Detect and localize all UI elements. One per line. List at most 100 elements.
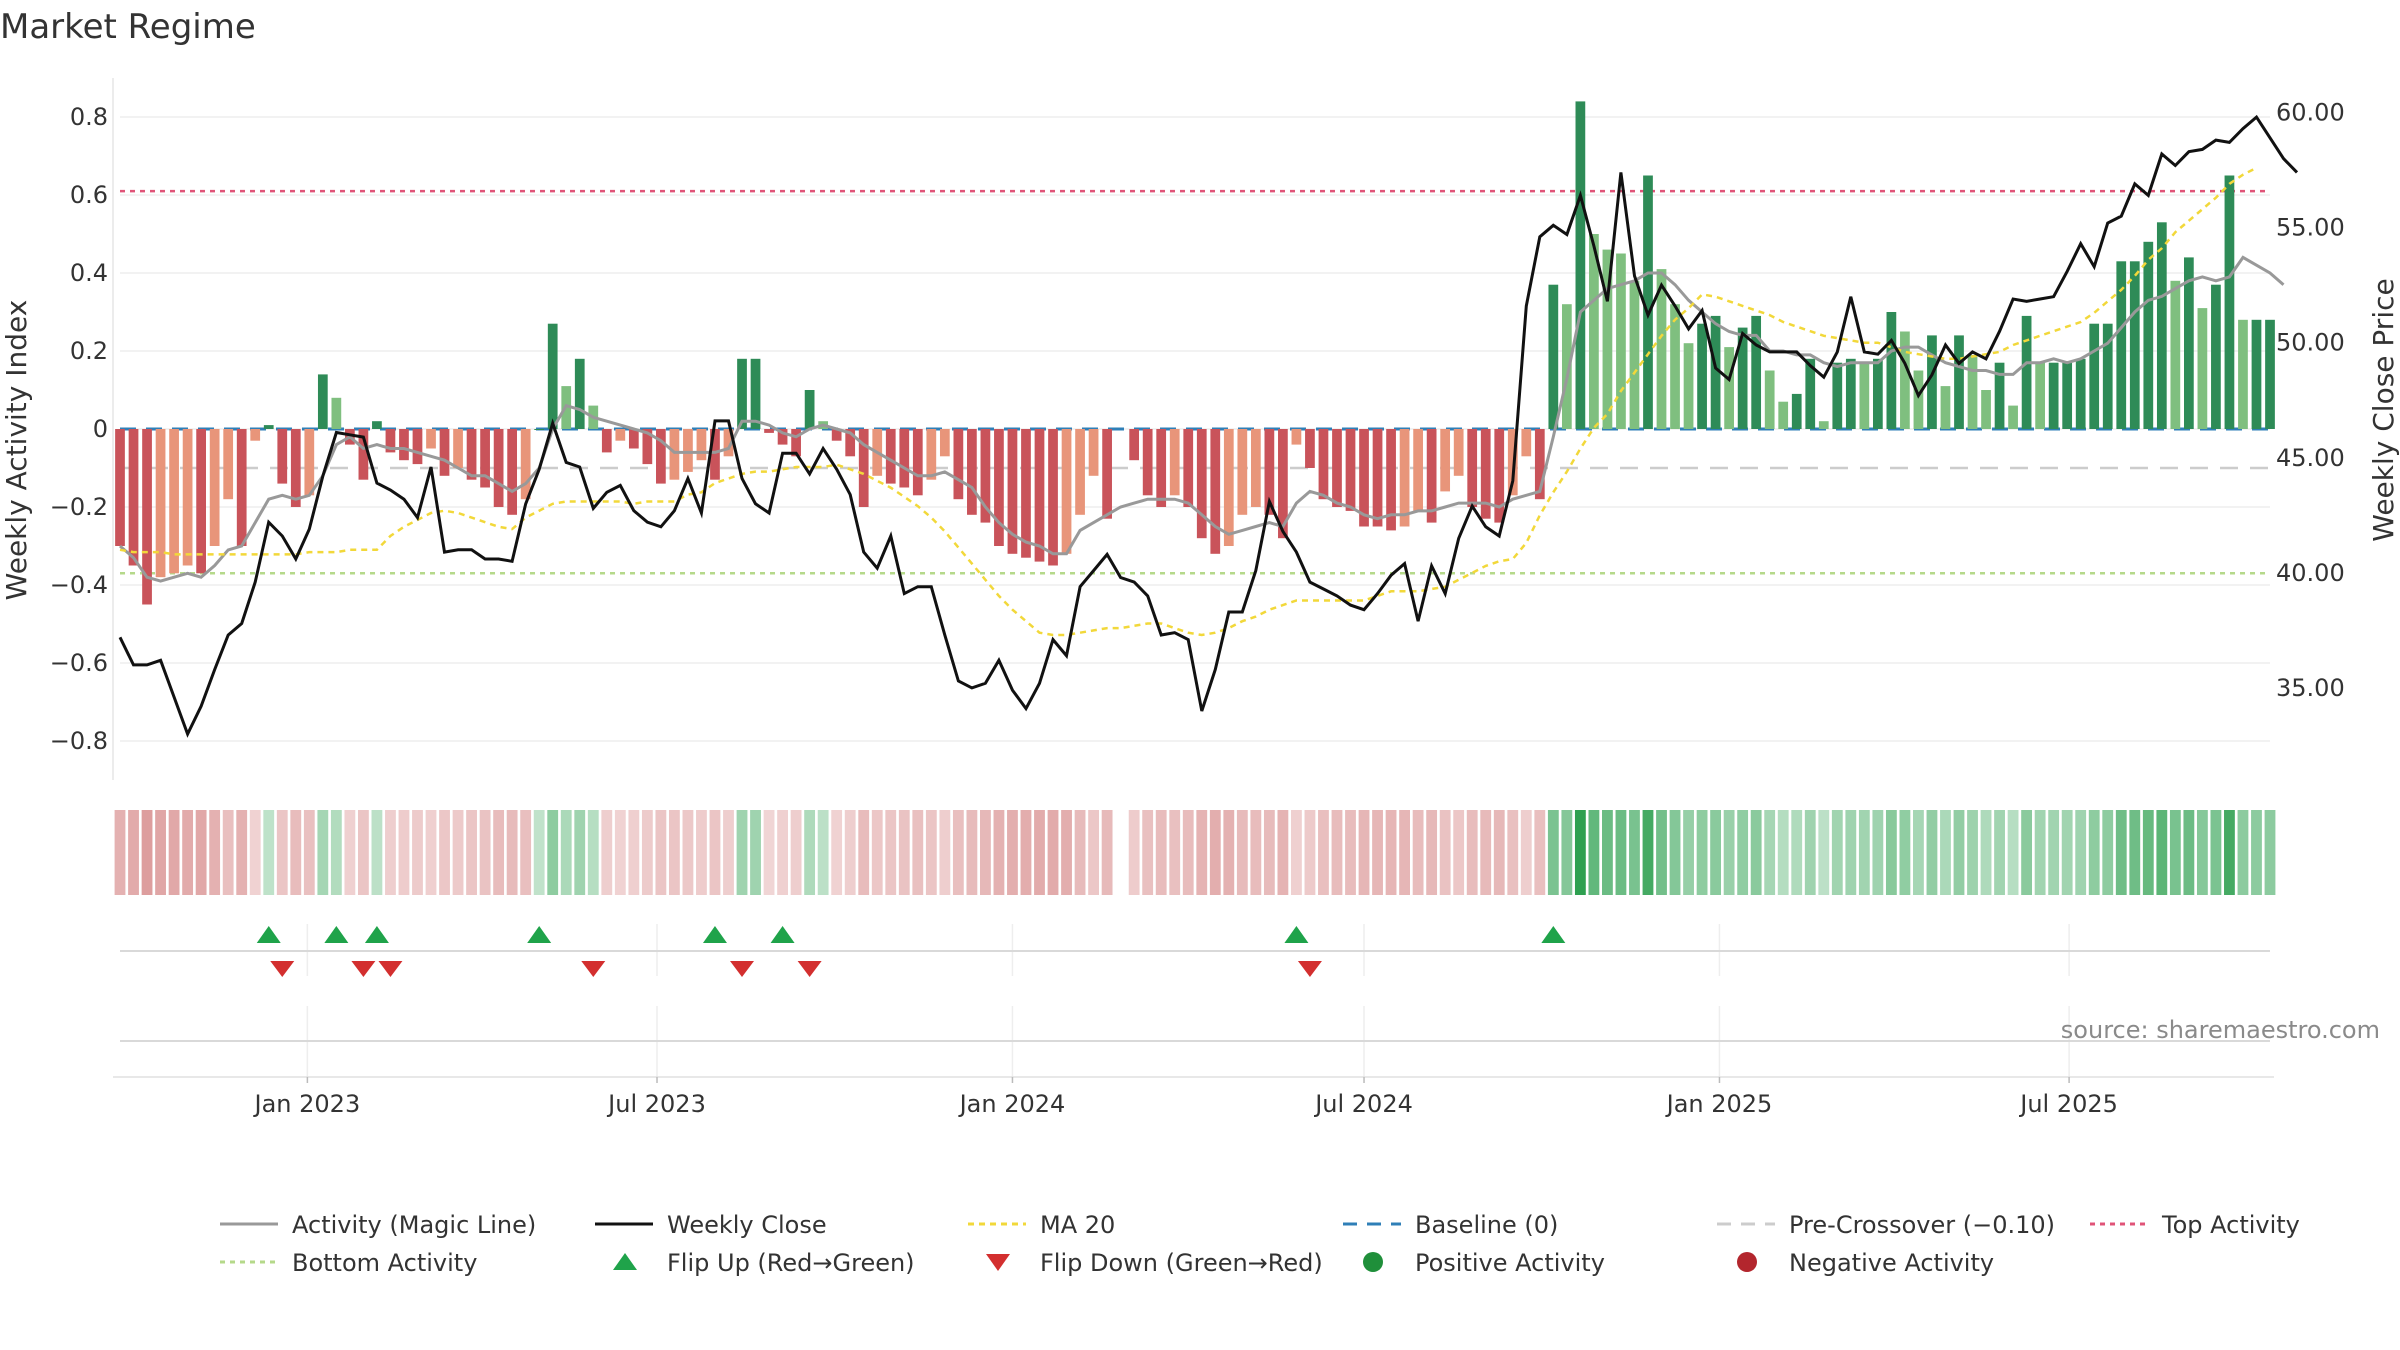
activity-bar — [2197, 308, 2208, 429]
regime-heat-cell — [1196, 810, 1208, 895]
activity-bar — [1129, 429, 1140, 461]
flip-up-marker — [1284, 926, 1309, 943]
regime-heat-cell — [1696, 810, 1708, 895]
activity-bar — [642, 429, 653, 465]
regime-heat-cell — [1858, 810, 1870, 895]
regime-heat-cell — [1263, 810, 1275, 895]
legend-item: Bottom Activity — [220, 1249, 477, 1277]
activity-bar — [1683, 343, 1694, 429]
legend-label: MA 20 — [1040, 1211, 1115, 1239]
regime-heat-cell — [2088, 810, 2100, 895]
activity-bar — [2075, 358, 2086, 429]
activity-bar — [115, 429, 125, 546]
regime-heat-cell — [520, 810, 532, 895]
activity-bar — [1440, 429, 1451, 492]
left-tick-label: 0.6 — [70, 181, 108, 209]
regime-heat-cell — [1385, 810, 1397, 895]
activity-bar — [1278, 429, 1288, 539]
regime-heat-cell — [1899, 810, 1911, 895]
flip-down-marker — [270, 961, 295, 977]
regime-heat-cell — [655, 810, 667, 895]
regime-heat-cell — [952, 810, 964, 895]
regime-heat-cell — [2183, 810, 2195, 895]
activity-bar — [209, 429, 220, 546]
regime-heat-cell — [1480, 810, 1492, 895]
activity-bar — [1048, 429, 1058, 566]
right-tick-label: 60.00 — [2276, 99, 2345, 127]
regime-heat-cell — [1088, 810, 1099, 895]
flip-up-marker — [702, 926, 727, 943]
activity-bar — [547, 323, 558, 429]
activity-bar — [1237, 429, 1248, 515]
activity-bar — [2035, 362, 2045, 429]
activity-bar — [1223, 429, 1234, 546]
activity-bar — [1602, 249, 1613, 429]
regime-heat-cell — [1926, 810, 1938, 895]
regime-heat-cell — [479, 810, 491, 895]
regime-heat-cell — [1304, 810, 1316, 895]
regime-heat-cell — [1980, 810, 1992, 895]
activity-bar — [317, 374, 328, 429]
activity-bar — [2184, 257, 2194, 429]
activity-bar — [466, 429, 477, 480]
legend-label: Weekly Close — [667, 1211, 827, 1239]
activity-bar — [1183, 429, 1194, 507]
x-tick-label: Jul 2025 — [2018, 1090, 2118, 1118]
axes: Weekly Activity Index Weekly Close Price — [0, 78, 2400, 780]
activity-bar — [1088, 429, 1099, 476]
activity-bar — [980, 429, 991, 523]
regime-heat-cell — [1020, 810, 1032, 895]
regime-heat-cell — [1602, 810, 1613, 895]
regime-heat-cell — [1426, 810, 1438, 895]
activity-bar — [885, 429, 896, 484]
activity-bar — [1670, 304, 1680, 429]
legend-label: Top Activity — [2161, 1211, 2300, 1239]
regime-heat-cell — [2007, 810, 2019, 895]
regime-heat-cell — [439, 810, 450, 895]
activity-bar — [628, 429, 639, 449]
activity-bar — [493, 429, 504, 507]
flip-down-marker — [797, 961, 822, 977]
regime-heat-cell — [1750, 810, 1762, 895]
tick-labels: 0.8 0.6 0.4 0.2 0 −0.2 −0.4 −0.6 −0.8 60.00 55.00 5… — [50, 99, 2345, 755]
activity-bar — [1981, 390, 1991, 429]
activity-bar — [1196, 429, 1207, 539]
activity-bar — [845, 429, 856, 457]
regime-heat-cell — [533, 810, 545, 895]
legend-label: Activity (Magic Line) — [292, 1211, 536, 1239]
left-tick-label: 0.4 — [70, 259, 108, 287]
activity-bar — [1791, 393, 1802, 429]
activity-bar — [2156, 222, 2167, 429]
legend-item: Baseline (0) — [1343, 1211, 1558, 1239]
activity-bar — [1480, 429, 1491, 519]
activity-bar — [1156, 429, 1167, 507]
regime-heat-cell — [1872, 810, 1884, 895]
regime-heat-cell — [1831, 810, 1843, 895]
regime-heat-cell — [466, 810, 477, 895]
regime-heat-cell — [2102, 810, 2114, 895]
regime-heat-cell — [1453, 810, 1465, 895]
right-tick-label: 45.00 — [2276, 444, 2345, 472]
activity-bar — [412, 429, 423, 465]
activity-bar — [791, 429, 801, 457]
regime-heat-cell — [2156, 810, 2168, 895]
activity-bar — [1575, 101, 1586, 430]
regime-heat-cell — [1331, 810, 1343, 895]
regime-heat-cell — [2224, 810, 2235, 895]
regime-heat-cell — [1953, 810, 1965, 895]
regime-heat-cell — [750, 810, 761, 895]
regime-heat-cell — [804, 810, 816, 895]
regime-heat-cell — [2048, 810, 2060, 895]
regime-heat-cell — [587, 810, 599, 895]
regime-heat-cell — [1493, 810, 1505, 895]
regime-heat-cell — [128, 810, 139, 895]
regime-heat-cell — [736, 810, 748, 895]
activity-bar — [1169, 429, 1180, 496]
legend-item: Activity (Magic Line) — [220, 1211, 536, 1239]
activity-bar — [2116, 261, 2127, 429]
regime-heat-cell — [614, 810, 626, 895]
regime-heat-cell — [1994, 810, 2005, 895]
activity-bar — [1764, 370, 1775, 429]
activity-bar — [426, 429, 436, 449]
activity-bar — [142, 429, 152, 605]
